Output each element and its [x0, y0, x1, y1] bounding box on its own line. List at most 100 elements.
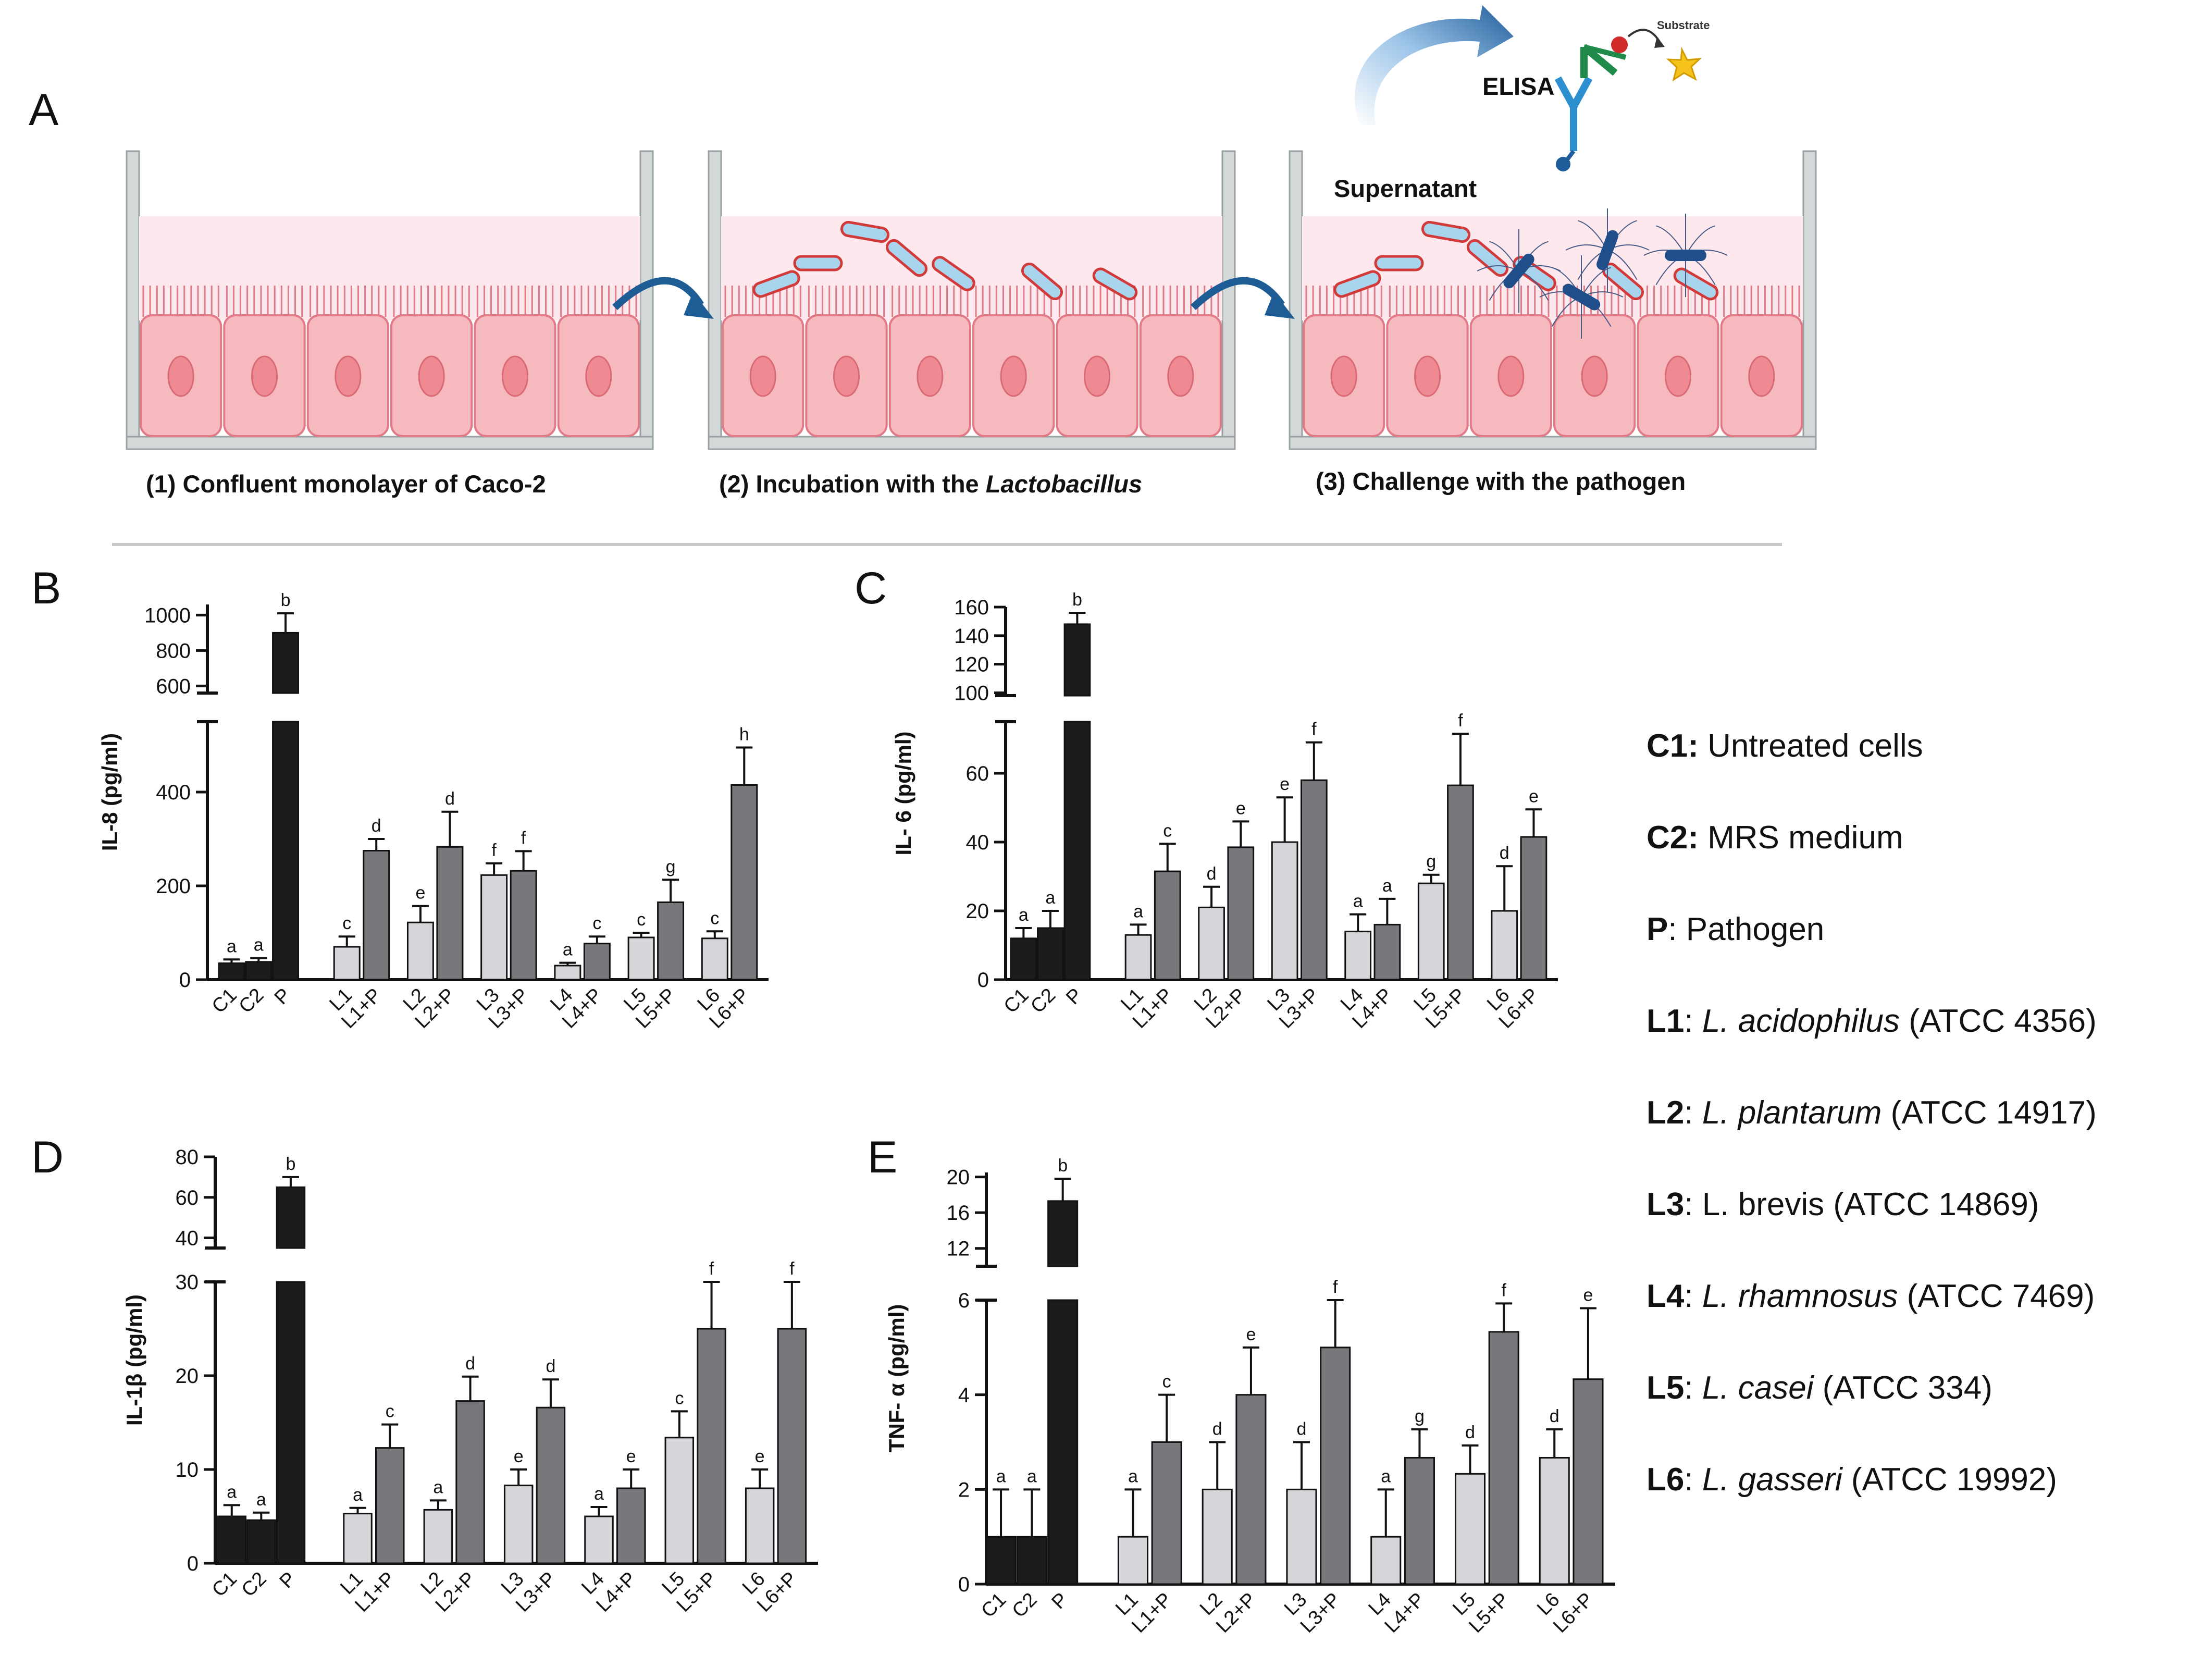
well-1 — [126, 150, 654, 450]
category-label: L4+P — [1381, 1589, 1429, 1637]
bar-l1 — [333, 946, 361, 981]
significance-letter: g — [1426, 852, 1436, 872]
legend-key: L4 — [1647, 1278, 1685, 1314]
bar-l3 — [503, 1485, 534, 1564]
cell-nucleus — [502, 355, 528, 397]
bar-p-upper — [276, 1186, 306, 1249]
legend-text: : — [1684, 1003, 1702, 1039]
well-wall-right — [1802, 150, 1817, 444]
legend-item: L3: L. brevis (ATCC 14869) — [1647, 1187, 2039, 1222]
lactobacillus-rod — [840, 220, 890, 243]
bar-l5-plus-p — [1447, 784, 1474, 981]
significance-letter: c — [386, 1402, 394, 1422]
bar-l4 — [584, 1515, 614, 1564]
significance-letter: e — [1280, 774, 1290, 794]
cell-nucleus — [917, 355, 944, 397]
y-tick-label: 100 — [954, 682, 989, 705]
significance-letter: a — [256, 1490, 266, 1510]
lactobacillus-rod — [932, 256, 975, 291]
y-tick-label: 600 — [156, 675, 191, 698]
bar-p-lower — [1063, 721, 1091, 981]
step-1-caption: (1) Confluent monolayer of Caco-2 — [146, 470, 546, 498]
y-tick-label: 200 — [156, 875, 191, 898]
lactobacillus-rod — [1021, 262, 1063, 301]
significance-letter: d — [1500, 843, 1509, 863]
significance-letter: a — [1128, 1466, 1138, 1486]
legend-key: C2: — [1647, 820, 1699, 856]
panel-a: A ELISA Substrate Supernatant — [29, 5, 1817, 546]
legend-key: L3 — [1647, 1187, 1684, 1222]
bar-l3-plus-p — [536, 1406, 566, 1564]
bar-l5-plus-p — [1488, 1331, 1519, 1585]
bar-l3-plus-p — [1300, 779, 1328, 981]
bar-l1 — [343, 1513, 373, 1564]
legend-text: : — [1684, 1278, 1702, 1314]
lactobacillus-rod — [1333, 270, 1381, 298]
significance-letter: d — [445, 789, 455, 809]
cell-nucleus — [1497, 355, 1525, 397]
category-label: L3+P — [1296, 1589, 1345, 1637]
significance-letter: f — [709, 1259, 714, 1279]
significance-letter: c — [710, 908, 719, 928]
panel-label-b: B — [31, 563, 61, 613]
legend-key: L2 — [1647, 1095, 1684, 1131]
y-tick-label: 160 — [954, 596, 989, 619]
bar-l5 — [627, 936, 655, 981]
significance-letter: f — [1311, 720, 1317, 739]
well-floor — [126, 436, 654, 450]
y-tick-label: 10 — [176, 1459, 199, 1481]
bar-l6-plus-p — [1520, 836, 1548, 981]
category-label: L6+P — [1549, 1589, 1598, 1637]
legend-text: : L. brevis (ATCC 14869) — [1684, 1187, 2039, 1222]
legend-item: P: Pathogen — [1647, 911, 1824, 947]
cell-nucleus — [167, 355, 194, 397]
lactobacillus-rod — [1421, 220, 1471, 243]
category-label: C2 — [235, 984, 268, 1018]
significance-letter: d — [1465, 1423, 1475, 1442]
y-tick-label: 800 — [156, 639, 191, 662]
cell-nucleus — [251, 355, 278, 397]
bar-l4 — [554, 965, 581, 981]
lactobacillus-rod — [1466, 239, 1509, 277]
significance-letter: b — [1072, 590, 1082, 610]
bar-p-upper — [1063, 623, 1091, 697]
legend-key: L1 — [1647, 1003, 1684, 1039]
y-axis-label: IL-1β (pg/ml) — [122, 1294, 146, 1426]
arrow-head-2-3 — [1265, 292, 1295, 319]
y-tick-label: 20 — [947, 1166, 970, 1189]
significance-letter: d — [1297, 1419, 1307, 1439]
significance-letter: f — [491, 841, 497, 860]
well-2 — [708, 150, 1236, 450]
legend-key: C1: — [1647, 728, 1699, 764]
step-2-caption-italic: Lactobacillus — [986, 470, 1142, 498]
y-tick-label: 0 — [187, 1552, 199, 1575]
significance-letter: e — [1583, 1285, 1593, 1305]
category-label: C1 — [208, 1568, 241, 1601]
bar-l1-plus-p — [375, 1447, 405, 1564]
legend-text: : Pathogen — [1668, 911, 1824, 947]
well-wall-left — [126, 150, 140, 444]
y-tick-label: 6 — [958, 1289, 970, 1312]
legend-text: Untreated cells — [1699, 728, 1923, 764]
y-tick-label: 120 — [954, 653, 989, 676]
significance-letter: b — [286, 1154, 295, 1174]
well-wall-left — [1289, 150, 1303, 444]
significance-letter: a — [1045, 888, 1055, 908]
legend-item: L5: L. casei (ATCC 334) — [1647, 1370, 1992, 1406]
pathogen-rod — [1596, 230, 1618, 270]
significance-letter: d — [1212, 1419, 1222, 1439]
legend-text: : — [1684, 1462, 1702, 1498]
significance-letter: a — [353, 1485, 363, 1505]
legend-item: L1: L. acidophilus (ATCC 4356) — [1647, 1003, 2097, 1039]
bar-c2 — [1016, 1536, 1047, 1585]
y-tick-label: 80 — [176, 1146, 199, 1169]
bar-l2 — [406, 921, 434, 981]
bar-l5 — [664, 1437, 695, 1564]
significance-letter: a — [1381, 1466, 1391, 1486]
bar-l5 — [1417, 882, 1445, 981]
bar-l3 — [1286, 1488, 1317, 1585]
legend-strain: (ATCC 14917) — [1881, 1095, 2096, 1131]
cell-nucleus — [1665, 355, 1691, 397]
legend-key: L6 — [1647, 1462, 1684, 1498]
